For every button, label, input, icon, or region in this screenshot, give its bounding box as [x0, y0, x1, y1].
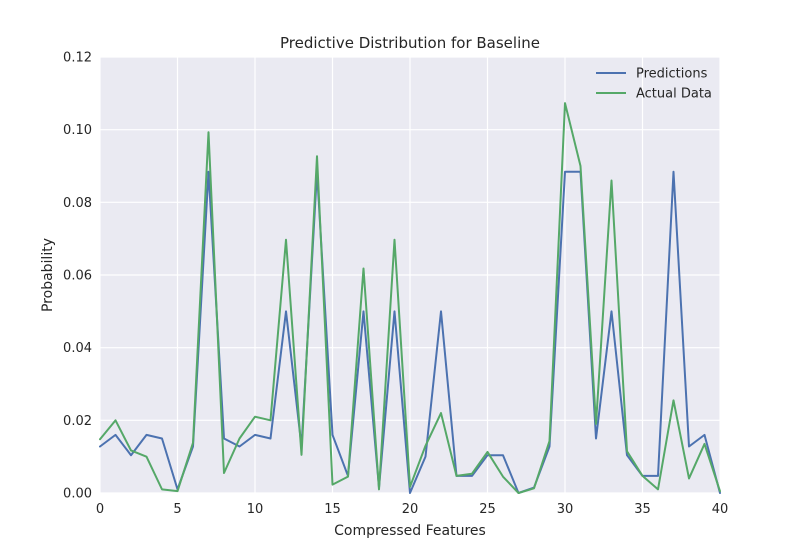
legend: Predictions Actual Data	[596, 67, 712, 102]
x-tick-label: 10	[247, 502, 264, 517]
x-tick-label: 25	[479, 502, 496, 517]
series-line-predictions	[99, 170, 721, 494]
y-tick-labels: 0.00 0.02 0.04 0.06 0.08 0.10 0.12	[63, 51, 92, 502]
y-tick-label: 0.10	[63, 123, 92, 138]
x-axis-label: Compressed Features	[334, 523, 486, 539]
x-tick-label: 0	[96, 502, 104, 517]
x-tick-label: 30	[557, 502, 574, 517]
x-tick-label: 40	[712, 502, 729, 517]
y-tick-label: 0.02	[63, 414, 92, 429]
y-tick-label: 0.04	[63, 341, 92, 356]
y-axis-label: Probability	[40, 238, 56, 312]
x-tick-label: 35	[634, 502, 651, 517]
y-tick-label: 0.08	[63, 196, 92, 211]
legend-label: Predictions	[636, 67, 708, 82]
chart-title: Predictive Distribution for Baseline	[280, 34, 540, 52]
y-tick-label: 0.00	[63, 487, 92, 502]
series-layer	[99, 102, 721, 494]
y-tick-label: 0.06	[63, 269, 92, 284]
x-tick-label: 5	[173, 502, 181, 517]
x-tick-labels: 0 5 10 15 20 25 30 35 40	[96, 502, 728, 517]
y-tick-label: 0.12	[63, 51, 92, 66]
legend-label: Actual Data	[636, 87, 712, 102]
x-tick-label: 15	[324, 502, 341, 517]
x-tick-label: 20	[402, 502, 419, 517]
series-line-actual-data	[99, 102, 721, 494]
